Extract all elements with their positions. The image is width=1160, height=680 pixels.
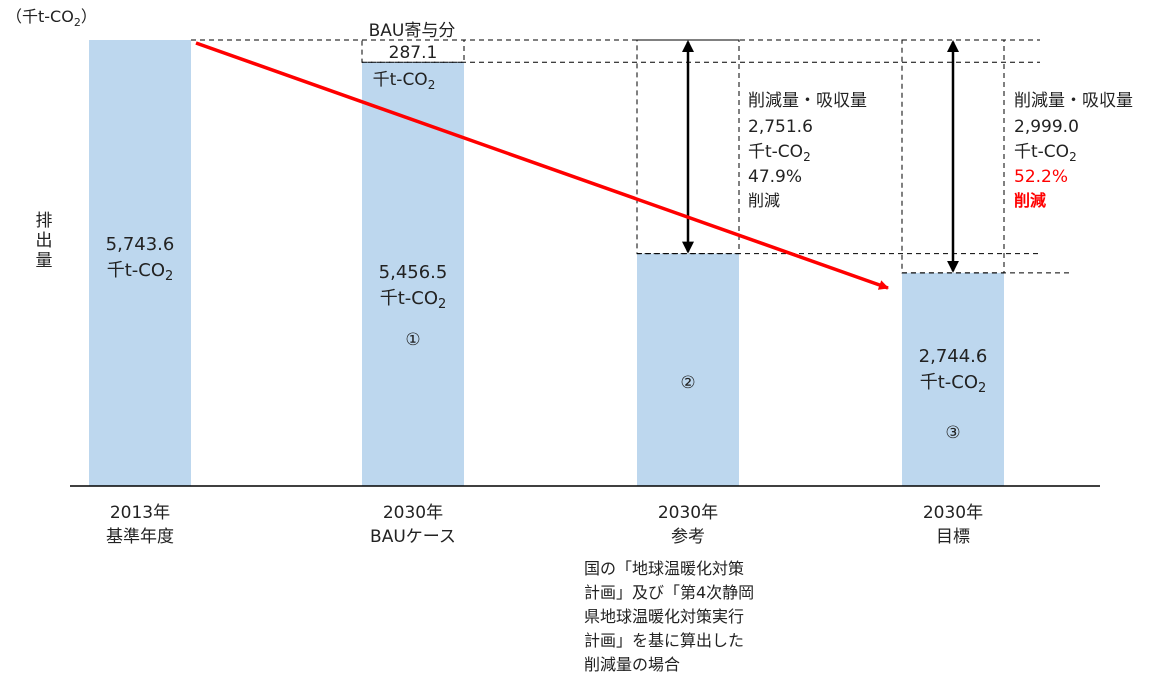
y-axis-label-char: 出 <box>36 231 53 251</box>
category-label-year: 2030年 <box>923 503 983 523</box>
reference-note-line: 県地球温暖化対策実行 <box>584 607 744 626</box>
bar-value-label: 5,456.5 <box>379 262 448 283</box>
reduction-box-target <box>901 39 1005 274</box>
reduction-suffix: 削減 <box>748 191 780 210</box>
bar-unit-label: 千t-CO2 <box>107 260 174 284</box>
bar-3 <box>637 253 739 486</box>
reduction-label: 削減量・吸収量 <box>1014 91 1133 111</box>
reduction-suffix: 削減 <box>1014 191 1046 210</box>
bar-1 <box>89 40 191 486</box>
reduction-box-reference <box>636 39 740 255</box>
bau-contribution-title: BAU寄与分 <box>369 21 456 41</box>
category-label-year: 2013年 <box>110 503 170 523</box>
category-label-name: 基準年度 <box>106 527 174 547</box>
reduction-percent: 52.2% <box>1014 167 1068 187</box>
reduction-percent: 47.9% <box>748 167 802 187</box>
bar-marker-3: ② <box>680 373 695 393</box>
category-label-name: 参考 <box>671 527 705 547</box>
reduction-unit: 千t-CO2 <box>1014 142 1077 164</box>
category-label-name: 目標 <box>936 527 970 547</box>
bar-unit-label: 千t-CO2 <box>380 288 447 312</box>
trend-arrow <box>195 41 889 290</box>
category-label-year: 2030年 <box>658 503 718 523</box>
y-axis-label-char: 排 <box>36 211 53 231</box>
bau-contribution-value: 287.1 <box>389 43 438 63</box>
bau-contribution-box <box>361 39 465 63</box>
bar-4 <box>902 272 1004 486</box>
category-label-name: BAUケース <box>370 527 456 547</box>
reduction-value: 2,751.6 <box>748 117 813 137</box>
category-label-year: 2030年 <box>383 503 443 523</box>
reduction-label: 削減量・吸収量 <box>748 91 867 111</box>
bar-value-label: 2,744.6 <box>919 346 988 367</box>
bar-unit-label: 千t-CO2 <box>920 372 987 396</box>
unit-label: （千t-CO2） <box>6 7 97 29</box>
bar-marker-4: ③ <box>945 423 960 443</box>
reduction-value: 2,999.0 <box>1014 117 1079 137</box>
reference-note-line: 国の「地球温暖化対策 <box>584 559 744 578</box>
reference-note-line: 削減量の場合 <box>584 655 680 674</box>
reduction-unit: 千t-CO2 <box>748 142 811 164</box>
y-axis-label-char: 量 <box>36 251 53 271</box>
bar-marker-2: ① <box>405 330 420 350</box>
bau-contribution-unit: 千t-CO2 <box>373 70 436 92</box>
reference-note-line: 計画」を基に算出した <box>584 631 744 650</box>
reference-note-line: 計画」及び「第4次静岡 <box>584 583 754 602</box>
bar-value-label: 5,743.6 <box>106 234 175 255</box>
